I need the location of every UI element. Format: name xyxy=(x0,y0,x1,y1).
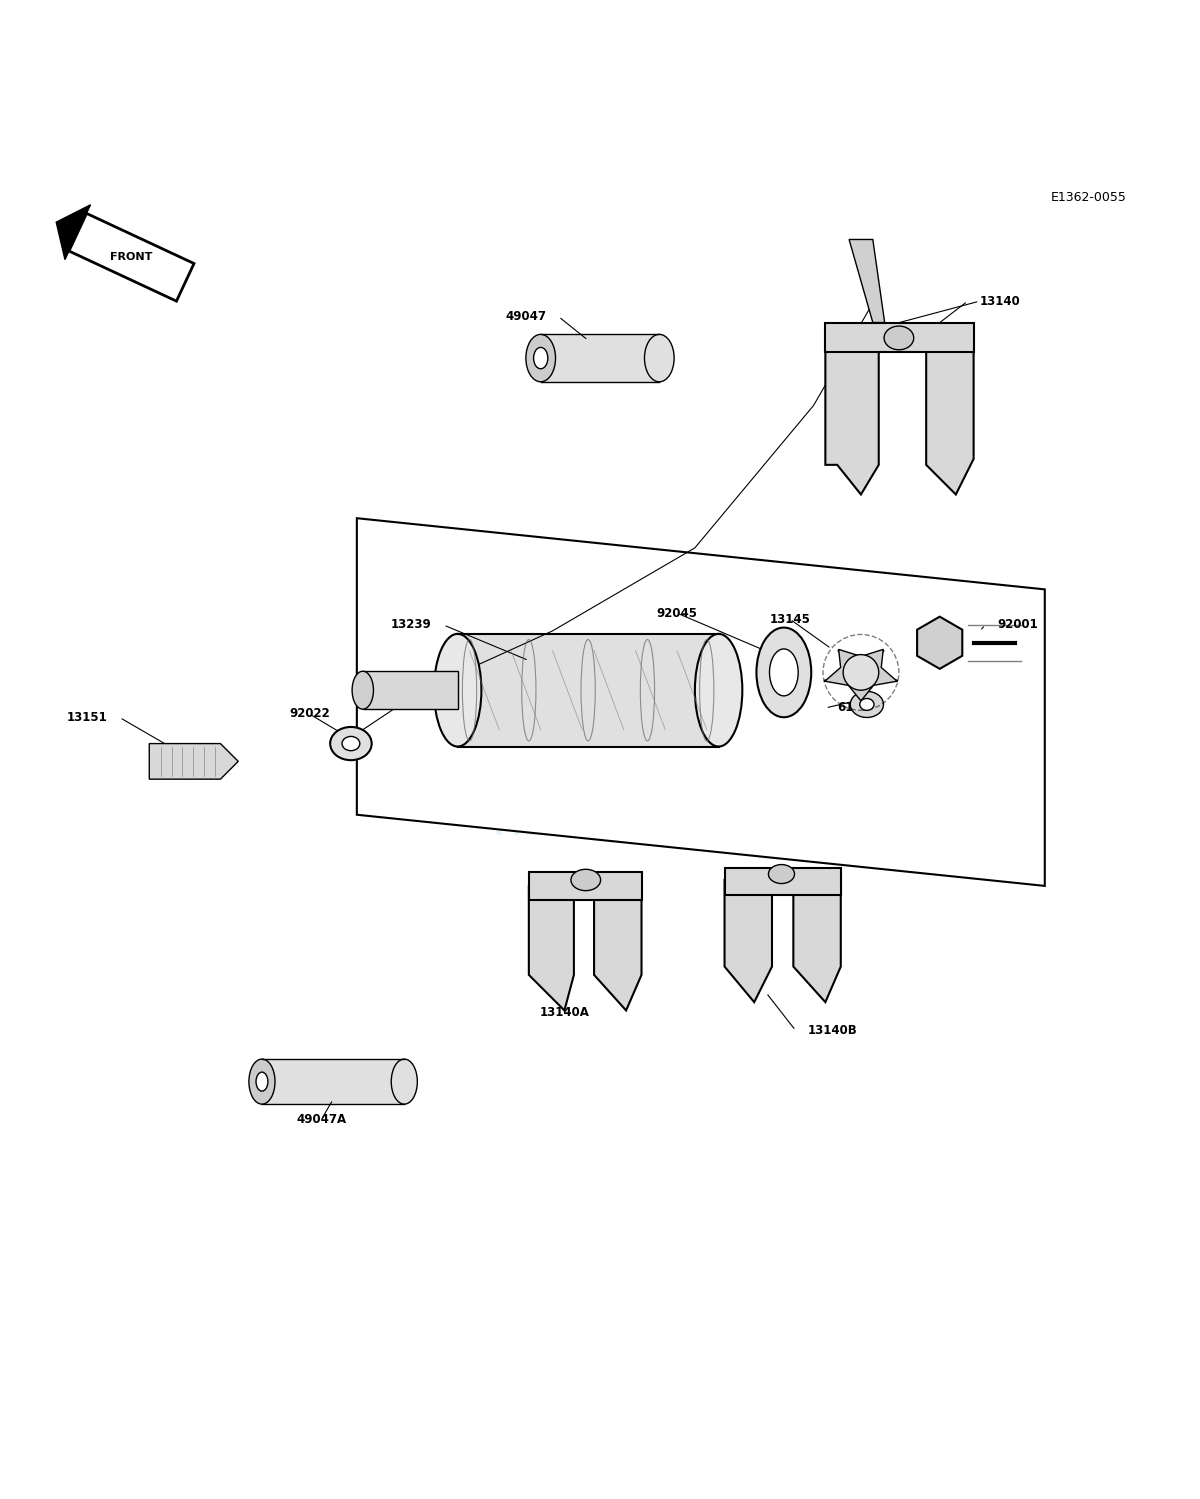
Ellipse shape xyxy=(859,699,874,711)
Polygon shape xyxy=(725,868,841,895)
Polygon shape xyxy=(850,240,884,322)
Text: 13239: 13239 xyxy=(391,619,432,631)
Text: 92022: 92022 xyxy=(289,708,330,721)
Text: FRONT: FRONT xyxy=(110,252,152,262)
Text: 13151: 13151 xyxy=(67,711,108,724)
Polygon shape xyxy=(793,880,841,1003)
Ellipse shape xyxy=(352,672,373,709)
Polygon shape xyxy=(149,744,239,779)
Polygon shape xyxy=(362,672,457,709)
Text: 49047A: 49047A xyxy=(296,1114,347,1126)
Text: 92001: 92001 xyxy=(997,619,1038,631)
Polygon shape xyxy=(824,649,898,702)
Ellipse shape xyxy=(391,1060,418,1105)
FancyBboxPatch shape xyxy=(68,213,194,301)
Ellipse shape xyxy=(534,348,548,369)
Text: MOTORPARTS: MOTORPARTS xyxy=(493,812,707,841)
Ellipse shape xyxy=(526,334,556,382)
Ellipse shape xyxy=(756,628,811,717)
Ellipse shape xyxy=(330,727,372,760)
Polygon shape xyxy=(917,616,962,669)
Polygon shape xyxy=(926,334,973,495)
Polygon shape xyxy=(541,334,659,382)
Polygon shape xyxy=(356,519,1045,886)
Ellipse shape xyxy=(256,1072,268,1091)
Polygon shape xyxy=(262,1060,404,1105)
Text: 92045: 92045 xyxy=(656,607,697,619)
Ellipse shape xyxy=(644,334,674,382)
Polygon shape xyxy=(826,322,973,352)
Ellipse shape xyxy=(695,634,743,747)
Ellipse shape xyxy=(851,691,883,718)
Text: OEM: OEM xyxy=(504,742,696,815)
Ellipse shape xyxy=(248,1060,275,1105)
Ellipse shape xyxy=(571,869,600,890)
Ellipse shape xyxy=(768,865,794,883)
Ellipse shape xyxy=(769,649,798,696)
Polygon shape xyxy=(725,880,772,1003)
Circle shape xyxy=(844,655,878,690)
Text: 13140A: 13140A xyxy=(540,1006,589,1019)
Polygon shape xyxy=(457,634,719,747)
Text: 13140B: 13140B xyxy=(808,1024,857,1037)
Ellipse shape xyxy=(342,736,360,751)
Text: 49047: 49047 xyxy=(505,310,547,324)
Polygon shape xyxy=(826,334,878,495)
Polygon shape xyxy=(594,886,642,1010)
Polygon shape xyxy=(56,205,90,259)
Text: 610: 610 xyxy=(838,702,862,715)
Text: 13140: 13140 xyxy=(979,295,1020,307)
Text: E1362-0055: E1362-0055 xyxy=(1051,192,1127,204)
Polygon shape xyxy=(529,886,574,1010)
Ellipse shape xyxy=(884,327,913,349)
Text: 13145: 13145 xyxy=(769,613,810,625)
Polygon shape xyxy=(529,872,642,899)
Ellipse shape xyxy=(434,634,481,747)
